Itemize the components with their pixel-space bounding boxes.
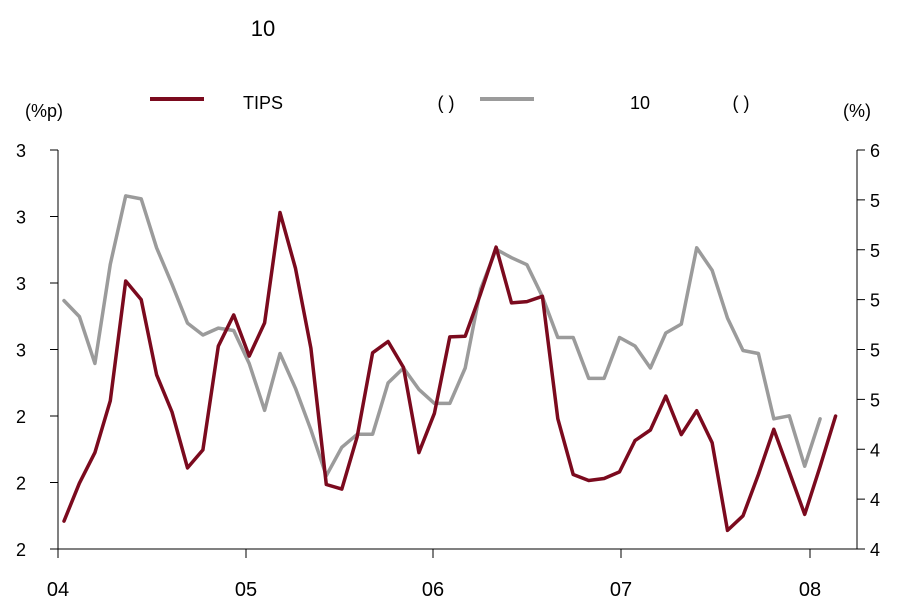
right-tick-label: 5 (870, 191, 880, 211)
x-axis-ticks: 04 05 06 07 08 (47, 549, 821, 601)
left-tick-label: 3 (16, 208, 26, 228)
left-tick-label: 3 (16, 341, 26, 361)
left-tick-label: 2 (16, 540, 26, 560)
legend-label-tips: TIPS (243, 93, 283, 113)
right-tick-label: 5 (870, 341, 880, 361)
left-axis-unit: (%p) (25, 101, 63, 121)
legend-label-10y: 10 (630, 93, 650, 113)
x-tick-label: 04 (47, 579, 69, 601)
legend-label-tips-unit: ( ) (438, 93, 455, 113)
chart-title: 10 (251, 16, 275, 41)
left-tick-label: 3 (16, 141, 26, 161)
axes (57, 150, 858, 550)
legend: TIPS ( ) 10 ( ) (150, 93, 750, 113)
series-line-10y (62, 194, 822, 478)
right-tick-label: 6 (870, 141, 880, 161)
left-tick-label: 3 (16, 274, 26, 294)
right-tick-label: 4 (870, 490, 880, 510)
right-tick-label: 5 (870, 390, 880, 410)
right-axis-ticks: 4 4 4 5 5 5 5 5 6 (857, 141, 880, 560)
series-layer (62, 194, 838, 533)
series-line-tips (62, 210, 838, 533)
x-tick-label: 07 (610, 579, 632, 601)
left-tick-label: 2 (16, 474, 26, 494)
legend-label-10y-unit: ( ) (733, 93, 750, 113)
x-tick-label: 05 (235, 579, 257, 601)
left-axis-ticks: 2 2 2 3 3 3 3 (16, 141, 58, 560)
right-axis-unit: (%) (843, 101, 871, 121)
left-tick-label: 2 (16, 407, 26, 427)
right-tick-label: 4 (870, 540, 880, 560)
right-tick-label: 4 (870, 440, 880, 460)
x-tick-label: 08 (799, 579, 821, 601)
x-tick-label: 06 (422, 579, 444, 601)
right-tick-label: 5 (870, 241, 880, 261)
right-tick-label: 5 (870, 291, 880, 311)
